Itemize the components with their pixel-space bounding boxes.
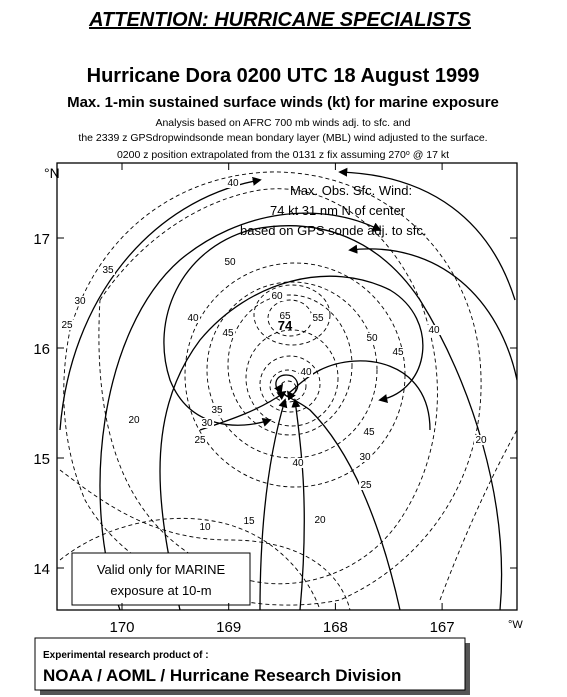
contour-label-bg xyxy=(221,328,235,338)
title: Hurricane Dora 0200 UTC 18 August 1999 xyxy=(87,65,480,87)
contour-label-bg xyxy=(365,333,379,343)
lon-label: 168 xyxy=(323,619,348,636)
contour-label-bg xyxy=(73,296,87,306)
contour-label: 45 xyxy=(222,328,234,339)
contour-label: 45 xyxy=(363,427,375,438)
lat-label: 15 xyxy=(33,451,50,468)
contour-label-bg xyxy=(358,452,372,462)
contour-label: 30 xyxy=(201,418,213,429)
contour-label: 40 xyxy=(428,325,440,336)
footer-line: Experimental research product of : xyxy=(43,650,209,661)
contour-label-bg xyxy=(60,320,74,330)
note: Analysis based on AFRC 700 mb winds adj.… xyxy=(155,117,410,129)
contour-label-bg xyxy=(198,522,212,532)
contour-label: 40 xyxy=(300,367,312,378)
contour-label-bg xyxy=(362,427,376,437)
contour-label-bg xyxy=(391,347,405,357)
valid-box xyxy=(71,552,251,606)
lon-unit: °W xyxy=(508,619,523,631)
contour-label-bg xyxy=(299,367,313,377)
contour-label-bg xyxy=(270,291,284,301)
subtitle: Max. 1-min sustained surface winds (kt) … xyxy=(67,94,499,111)
contour-label: 20 xyxy=(475,435,487,446)
position-note: 0200 z position extrapolated from the 01… xyxy=(117,149,449,161)
contour-label: 40 xyxy=(187,313,199,324)
contour-label-bg xyxy=(278,311,292,321)
max-obs-label: 74 xyxy=(278,318,293,333)
contour-label: 30 xyxy=(74,296,86,307)
lat-label: 16 xyxy=(33,341,50,358)
contour-label: 50 xyxy=(224,257,236,268)
contour-label: 30 xyxy=(359,452,371,463)
contour-label-bg xyxy=(186,313,200,323)
contour-label: 35 xyxy=(102,265,114,276)
contour-label-bg xyxy=(359,480,373,490)
degree-mark: o xyxy=(406,150,410,157)
max-wind-line: 74 kt 31 nm N of center xyxy=(270,203,406,218)
contour-label: 25 xyxy=(61,320,73,331)
position-text: 0200 z position extrapolated from the 01… xyxy=(117,149,406,161)
contour-label-bg xyxy=(127,415,141,425)
analysis xyxy=(59,167,517,610)
contour-label-bg xyxy=(210,405,224,415)
contour-label-bg xyxy=(474,435,488,445)
contour-label: 35 xyxy=(211,405,223,416)
contour-label-bg xyxy=(193,435,207,445)
max-wind-box: Max. Obs. Sfc. Wind: 74 kt 31 nm N of ce… xyxy=(240,183,426,238)
contour-label: 25 xyxy=(194,435,206,446)
map-frame xyxy=(56,162,518,611)
max-wind-line: based on GPS sonde adj. to sfc. xyxy=(240,223,426,238)
position-rest: @ 17 kt xyxy=(410,149,449,161)
lon-label: 170 xyxy=(109,619,134,636)
lat-unit: °N xyxy=(44,165,60,181)
contour-label-bg xyxy=(226,178,240,188)
contour-label-bg xyxy=(200,418,214,428)
contour-label: 20 xyxy=(128,415,140,426)
contour-label: 15 xyxy=(243,516,255,527)
footer-box xyxy=(34,637,466,691)
lon-label: 169 xyxy=(216,619,241,636)
contour-label: 40 xyxy=(227,178,239,189)
lat-label: 14 xyxy=(33,561,50,578)
center xyxy=(275,374,299,397)
contour-label: 65 xyxy=(279,311,291,322)
footer-line: NOAA / AOML / Hurricane Research Divisio… xyxy=(43,666,401,685)
contour-label: 60 xyxy=(271,291,283,302)
contour-label-bg xyxy=(223,257,237,267)
note: the 2339 z GPSdropwindsonde mean bondary… xyxy=(78,132,487,144)
contour-label: 25 xyxy=(360,480,372,491)
contour-label: 50 xyxy=(366,333,378,344)
lon-label: 167 xyxy=(430,619,455,636)
contour-label: 10 xyxy=(199,522,211,533)
streamlines xyxy=(59,167,517,610)
valid-line: exposure at 10-m xyxy=(110,583,211,598)
contour-label-bg xyxy=(311,313,325,323)
contour-label: 20 xyxy=(314,515,326,526)
contour-label: 40 xyxy=(292,458,304,469)
max-wind-line: Max. Obs. Sfc. Wind: xyxy=(290,183,412,198)
valid-line: Valid only for MARINE xyxy=(97,562,226,577)
banner: ATTENTION: HURRICANE SPECIALISTS xyxy=(88,9,472,31)
lat-label: 17 xyxy=(33,231,50,248)
contour-label-bg xyxy=(427,325,441,335)
contour-label-bg xyxy=(291,458,305,468)
contour-label: 55 xyxy=(312,313,324,324)
contour-label-bg xyxy=(242,516,256,526)
contour-label: 45 xyxy=(392,347,404,358)
contour-label-bg xyxy=(101,265,115,275)
contour-label-bg xyxy=(313,515,327,525)
